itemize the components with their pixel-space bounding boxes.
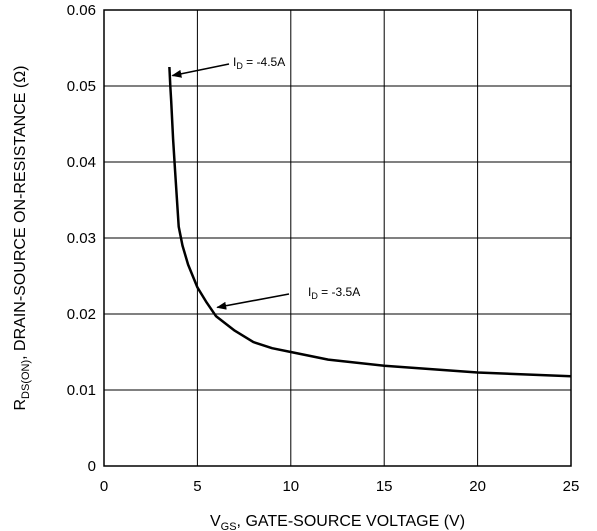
- y-axis-label: RDS(ON), DRAIN-SOURCE ON-RESISTANCE (Ω): [12, 65, 32, 410]
- plot-frame: [103, 9, 572, 467]
- y-tick-label: 0.03: [67, 230, 96, 247]
- annotation-main: I: [233, 55, 236, 69]
- y-tick-label: 0.02: [67, 306, 96, 323]
- x-tick-label: 10: [282, 478, 299, 495]
- annotation-rest: = -4.5A: [243, 55, 285, 69]
- y-axis-label-sub: DS(ON): [20, 360, 32, 399]
- y-tick-label: 0: [88, 458, 96, 475]
- annotation-sub: D: [236, 61, 243, 71]
- y-tick-label: 0.06: [67, 2, 96, 19]
- curve-layer: [168, 66, 572, 378]
- annotation-label: ID = -4.5A: [233, 55, 285, 71]
- x-tick-label: 15: [376, 478, 393, 495]
- annotation-label: ID = -3.5A: [308, 285, 360, 301]
- annotation-main: I: [308, 285, 311, 299]
- annotation-arrow: [216, 293, 290, 310]
- annotation-rest: = -3.5A: [318, 285, 360, 299]
- series-line: [168, 66, 572, 378]
- annotation-sub: D: [311, 291, 318, 301]
- y-tick-label: 0.05: [67, 78, 96, 95]
- x-tick-label: 25: [563, 478, 580, 495]
- y-axis-label-rest: , DRAIN-SOURCE ON-RESISTANCE (Ω): [12, 65, 29, 359]
- annotation-arrow: [171, 63, 230, 78]
- x-tick-label: 0: [100, 478, 108, 495]
- x-tick-label: 5: [193, 478, 201, 495]
- y-axis-label-main: R: [12, 399, 29, 411]
- grid-lines: [103, 9, 572, 467]
- x-tick-label: 20: [469, 478, 486, 495]
- x-axis-label-main: V: [210, 513, 221, 530]
- x-axis-label-rest: , GATE-SOURCE VOLTAGE (V): [237, 513, 465, 530]
- tick-labels: 0 5 10 15 20 25 0 0.01 0.02 0.03 0.04 0.05 0.06: [67, 2, 580, 495]
- y-tick-label: 0.04: [67, 154, 96, 171]
- x-axis-label: VGS, GATE-SOURCE VOLTAGE (V): [210, 513, 465, 531]
- y-tick-label: 0.01: [67, 382, 96, 399]
- x-axis-label-sub: GS: [221, 521, 237, 531]
